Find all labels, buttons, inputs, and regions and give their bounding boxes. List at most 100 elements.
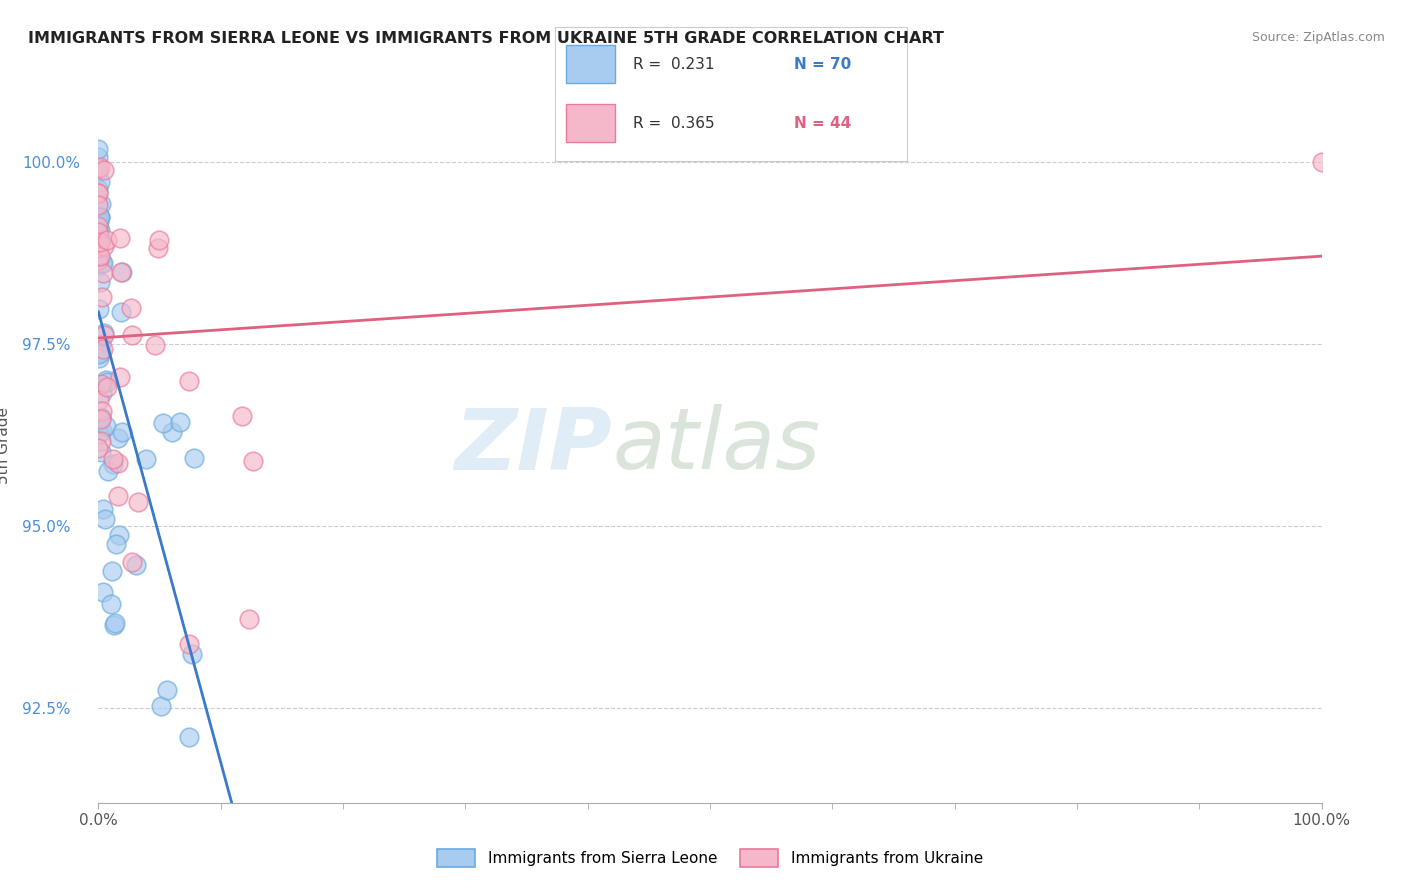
Text: Source: ZipAtlas.com: Source: ZipAtlas.com: [1251, 31, 1385, 45]
Point: [148, 233, 170, 247]
Point: [87, 211, 110, 225]
Point: [101, 452, 124, 467]
Point: [101, 564, 124, 578]
Point: [90, 377, 112, 392]
Point: [103, 618, 125, 632]
Point: [87, 253, 110, 268]
Point: [87, 255, 110, 269]
Point: [93, 328, 115, 343]
Point: [150, 699, 173, 714]
Point: [87, 230, 110, 244]
Text: N = 44: N = 44: [794, 116, 852, 130]
Text: R =  0.365: R = 0.365: [633, 116, 714, 130]
Point: [87, 230, 110, 244]
Point: [90, 409, 112, 424]
Point: [89, 211, 111, 225]
Point: [89, 249, 111, 263]
Point: [87, 228, 110, 243]
Point: [104, 615, 127, 630]
Point: [87, 165, 110, 179]
Point: [110, 304, 132, 318]
Point: [93, 502, 115, 516]
Text: R =  0.231: R = 0.231: [633, 57, 714, 71]
Point: [90, 410, 112, 425]
Point: [87, 347, 110, 361]
Point: [87, 198, 110, 212]
Point: [97, 464, 120, 478]
Point: [183, 450, 205, 465]
Point: [89, 426, 111, 441]
Point: [91, 256, 114, 270]
Point: [108, 528, 131, 542]
Point: [87, 225, 110, 239]
Text: atlas: atlas: [612, 404, 820, 488]
Point: [90, 424, 112, 438]
Point: [107, 489, 129, 503]
Point: [177, 730, 200, 744]
Point: [87, 229, 110, 244]
Point: [93, 163, 115, 178]
Point: [1310, 155, 1333, 169]
Point: [87, 351, 110, 366]
Point: [89, 160, 111, 174]
Point: [152, 417, 174, 431]
Point: [96, 380, 118, 394]
Point: [87, 161, 110, 175]
Point: [89, 392, 111, 407]
Point: [108, 231, 131, 245]
Point: [96, 233, 118, 247]
Point: [238, 612, 260, 626]
Point: [156, 682, 179, 697]
Bar: [565, 104, 616, 142]
Point: [90, 404, 112, 418]
Point: [87, 197, 110, 211]
Point: [87, 241, 110, 255]
Point: [169, 415, 191, 429]
Point: [90, 444, 112, 458]
Point: [111, 425, 134, 439]
Point: [143, 338, 166, 352]
Point: [107, 431, 129, 445]
Point: [87, 220, 110, 235]
Point: [90, 434, 112, 448]
Point: [93, 512, 115, 526]
Point: [90, 197, 112, 211]
Point: [87, 142, 110, 156]
Point: [127, 495, 149, 509]
Point: [93, 266, 115, 280]
Point: [91, 255, 114, 269]
Point: [121, 301, 143, 315]
Point: [89, 275, 111, 289]
Point: [87, 223, 110, 237]
Point: [90, 411, 112, 425]
Point: [89, 223, 111, 237]
Point: [90, 385, 112, 400]
Point: [91, 585, 114, 599]
Point: [100, 598, 122, 612]
Point: [110, 369, 132, 384]
Point: [160, 425, 183, 439]
Point: [87, 219, 110, 233]
Point: [231, 409, 253, 424]
Point: [101, 457, 124, 471]
Point: [96, 375, 118, 389]
Point: [90, 345, 112, 359]
Point: [87, 182, 110, 196]
Point: [89, 252, 111, 266]
Point: [146, 241, 169, 255]
Point: [90, 290, 112, 304]
Point: [87, 240, 110, 254]
Point: [87, 441, 110, 455]
Point: [125, 558, 148, 572]
Point: [89, 213, 111, 227]
Point: [90, 336, 112, 351]
Point: [121, 327, 143, 342]
Point: [87, 186, 110, 200]
Point: [89, 235, 111, 249]
Point: [135, 452, 157, 467]
Point: [89, 175, 111, 189]
Point: [107, 456, 129, 470]
Point: [121, 555, 143, 569]
Legend: Immigrants from Sierra Leone, Immigrants from Ukraine: Immigrants from Sierra Leone, Immigrants…: [437, 849, 983, 866]
Text: N = 70: N = 70: [794, 57, 852, 71]
